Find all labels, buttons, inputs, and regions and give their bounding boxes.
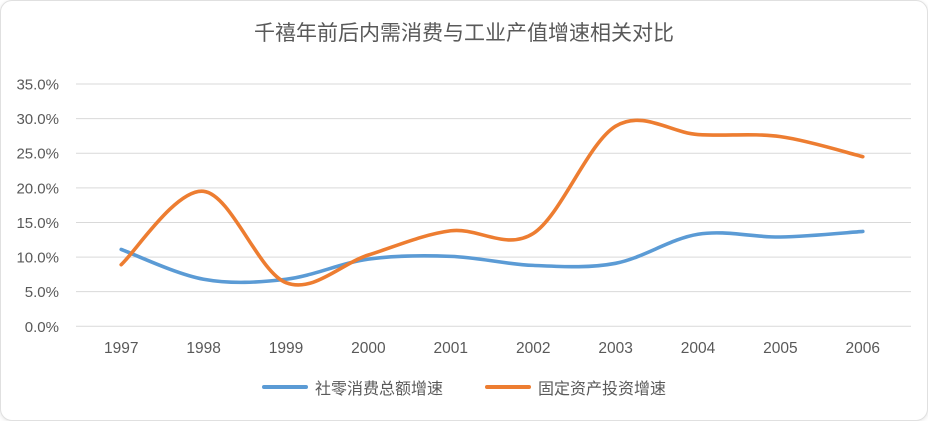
x-axis-tick-label: 2001 <box>434 340 468 357</box>
legend-item-fai[interactable]: 固定资产投资增速 <box>485 375 666 399</box>
legend-item-retail[interactable]: 社零消费总额增速 <box>261 375 443 399</box>
x-axis-tick-label: 2004 <box>681 340 716 357</box>
y-axis-tick-label: 15.0% <box>16 215 59 232</box>
legend-label-retail: 社零消费总额增速 <box>314 381 443 398</box>
legend-swatch-orange-line <box>485 385 531 389</box>
series-line-0 <box>119 229 865 285</box>
y-axis-tick-label: 20.0% <box>16 180 59 197</box>
x-axis-tick-label: 2000 <box>351 340 386 357</box>
x-axis-tick-label: 1999 <box>269 340 303 357</box>
series-line-1 <box>119 118 865 287</box>
y-axis-tick-label: 10.0% <box>16 250 59 267</box>
y-axis-tick-label: 5.0% <box>25 284 59 301</box>
x-axis-tick-label: 2005 <box>763 340 797 357</box>
y-axis-tick-label: 35.0% <box>16 77 59 94</box>
legend-swatch-blue-line <box>261 385 308 389</box>
x-axis-tick-label: 1997 <box>104 340 138 357</box>
x-axis-tick-label: 2003 <box>598 340 632 357</box>
chart-legend: 社零消费总额增速 固定资产投资增速 <box>1 375 927 399</box>
y-axis-tick-label: 30.0% <box>16 111 59 128</box>
legend-label-fai: 固定资产投资增速 <box>538 381 667 398</box>
chart-title: 千禧年前后内需消费与工业产值增速相关对比 <box>254 22 674 45</box>
y-axis-tick-label: 25.0% <box>16 146 59 163</box>
x-axis-tick-label: 2006 <box>846 340 880 357</box>
x-axis-tick-label: 2002 <box>516 340 550 357</box>
y-axis-tick-label: 0.0% <box>25 319 59 336</box>
x-axis-tick-label: 1998 <box>186 340 220 357</box>
